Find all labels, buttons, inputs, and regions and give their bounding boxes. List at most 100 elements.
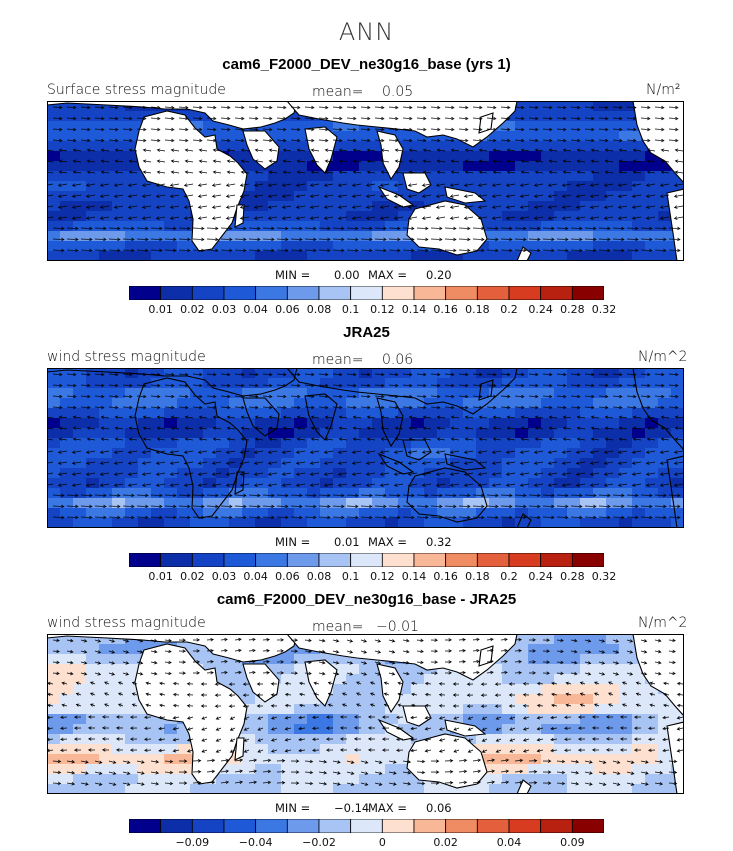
- field-cell: [619, 408, 633, 419]
- field-cell: [190, 448, 204, 459]
- field-cell: [645, 378, 659, 389]
- stress-vector: [360, 383, 371, 388]
- field-cell: [372, 438, 386, 449]
- field-cell: [138, 784, 152, 794]
- stress-vector: [402, 671, 410, 676]
- stress-vector: [383, 692, 390, 696]
- field-cell: [294, 428, 308, 439]
- stress-vector: [332, 515, 345, 520]
- field-cell: [359, 141, 373, 152]
- stress-vector: [87, 737, 96, 741]
- field-cell: [281, 241, 295, 252]
- stress-vector: [379, 216, 390, 220]
- field-cell: [450, 498, 464, 509]
- stress-vector: [220, 405, 231, 410]
- stress-vector: [645, 205, 656, 209]
- field-cell: [554, 674, 568, 685]
- field-cell: [99, 724, 113, 735]
- stress-vector: [654, 372, 665, 377]
- stress-vector: [141, 461, 152, 465]
- field-cell: [73, 518, 87, 528]
- stress-vector: [590, 426, 600, 430]
- field-cell: [593, 478, 607, 489]
- stress-vector: [598, 226, 611, 231]
- colorbar-swatch: [381, 818, 415, 834]
- stress-vector: [290, 138, 301, 143]
- stress-vector: [491, 194, 502, 198]
- stress-vector: [346, 138, 357, 143]
- field-cell: [73, 478, 87, 489]
- stress-vector: [80, 105, 91, 110]
- stress-vector: [136, 661, 144, 665]
- field-cell: [346, 754, 360, 765]
- stress-vector: [463, 205, 474, 209]
- field-cell: [554, 664, 568, 675]
- stress-vector: [337, 194, 348, 198]
- field-cell: [112, 378, 126, 389]
- field-cell: [541, 468, 555, 479]
- field-cell: [385, 241, 399, 252]
- field-cell: [47, 181, 61, 192]
- field-cell: [47, 458, 61, 469]
- field-cell: [112, 634, 126, 645]
- stress-vector: [467, 727, 474, 731]
- field-cell: [268, 448, 282, 459]
- stress-vector: [113, 194, 124, 198]
- field-cell: [307, 428, 321, 439]
- field-cell: [346, 478, 360, 489]
- stress-vector: [522, 682, 530, 686]
- field-cell: [489, 171, 503, 182]
- stress-vector: [612, 405, 623, 410]
- stress-vector: [268, 437, 278, 441]
- stress-vector: [617, 205, 628, 209]
- stress-vector: [618, 170, 628, 174]
- stress-vector: [131, 692, 138, 696]
- stress-vector: [58, 415, 68, 419]
- stress-vector: [170, 426, 180, 430]
- field-cell: [281, 171, 295, 182]
- field-cell: [593, 201, 607, 212]
- field-cell: [164, 724, 178, 735]
- field-cell: [346, 734, 360, 745]
- field-cell: [216, 428, 230, 439]
- field-cell: [554, 398, 568, 409]
- field-cell: [333, 171, 347, 182]
- colorbar-swatch: [413, 552, 447, 568]
- field-cell: [593, 121, 607, 132]
- stress-vector: [589, 194, 600, 198]
- stress-vector: [520, 426, 530, 430]
- field-cell: [632, 428, 646, 439]
- field-cell: [463, 508, 477, 519]
- stress-vector: [660, 415, 670, 419]
- field-cell: [515, 121, 529, 132]
- field-cell: [450, 684, 464, 695]
- field-cell: [489, 231, 503, 242]
- stress-vector: [435, 205, 446, 209]
- field-cell: [255, 438, 269, 449]
- field-cell: [112, 654, 126, 665]
- field-cell: [125, 161, 139, 172]
- colorbar-swatch: [223, 552, 257, 568]
- field-cell: [424, 151, 438, 162]
- stress-vector: [136, 138, 147, 143]
- field-cell: [502, 251, 516, 261]
- stress-vector: [72, 148, 82, 152]
- colorbar-tick-label: 0.06: [275, 303, 300, 316]
- field-cell: [151, 438, 165, 449]
- stress-vector: [248, 493, 261, 498]
- field-cell: [632, 171, 646, 182]
- stress-vector: [351, 450, 362, 454]
- stress-vector: [80, 405, 91, 410]
- field-cell: [528, 121, 542, 132]
- field-cell: [528, 151, 542, 162]
- stress-vector: [668, 493, 681, 498]
- stress-vector: [66, 638, 74, 643]
- field-cell: [99, 488, 113, 499]
- field-cell: [632, 211, 646, 222]
- stress-vector: [542, 638, 551, 642]
- field-cell: [281, 398, 295, 409]
- stress-vector: [556, 248, 569, 253]
- field-cell: [489, 438, 503, 449]
- stress-vector: [435, 472, 446, 476]
- stress-vector: [178, 237, 191, 242]
